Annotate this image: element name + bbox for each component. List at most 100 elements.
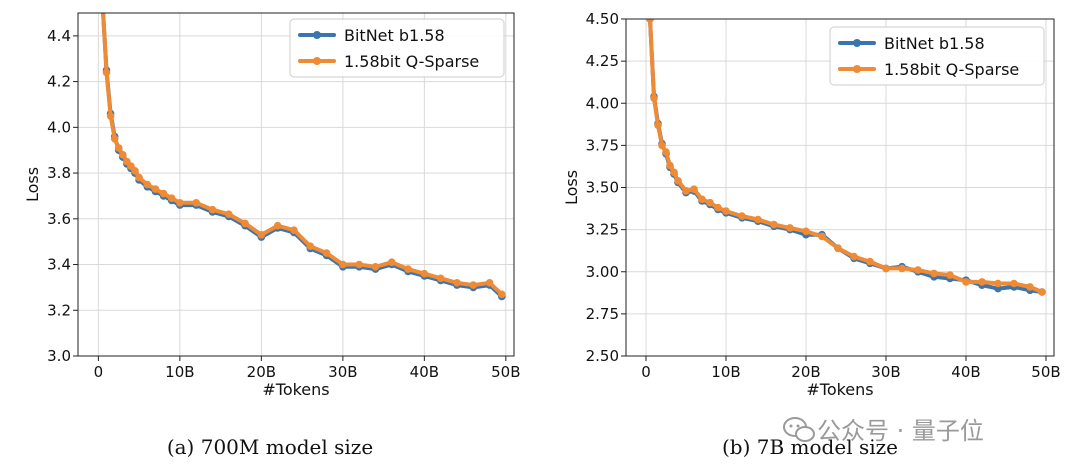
chart-700m: 0 10B 20B 30B 40B 50B 3.0 3.2 3.4 3.6 3.8 4.0 4.2 4.4… — [23, 0, 521, 459]
x-tick-label-2: 20B — [791, 363, 820, 381]
series-1-point-28 — [404, 265, 412, 273]
series-1-point-11 — [151, 185, 160, 193]
legend-marker-1 — [853, 65, 861, 73]
series-1-point-25 — [355, 260, 364, 269]
series-1-point-29 — [978, 278, 986, 286]
legend-marker-0 — [313, 31, 321, 39]
series-1-point-34 — [498, 290, 506, 299]
y-tick-label-5: 4.0 — [47, 118, 71, 136]
series-1-point-23 — [882, 264, 890, 273]
series-1-point-6 — [670, 168, 678, 177]
series-1-point-33 — [485, 279, 494, 287]
wechat-icon — [783, 417, 815, 442]
series-1-point-21 — [850, 252, 858, 261]
series-1-point-15 — [192, 199, 200, 207]
plot-frame — [77, 12, 515, 357]
y-tick-label-3: 3.6 — [47, 210, 71, 228]
series-1-point-25 — [914, 266, 922, 274]
legend: BitNet b1.58 1.58bit Q-Sparse — [289, 18, 505, 78]
series-1-point-5 — [119, 151, 127, 159]
series-1-point-3 — [110, 135, 119, 143]
series-1-point-4 — [662, 148, 670, 156]
legend-label-1: 1.58bit Q-Sparse — [884, 60, 1019, 79]
legend: BitNet b1.58 1.58bit Q-Sparse — [829, 26, 1045, 86]
series-1-point-10 — [698, 195, 706, 204]
series-1-point-21 — [290, 226, 298, 234]
series-1-point-24 — [339, 260, 347, 269]
series-1-point-15 — [754, 215, 762, 224]
series-1-point-12 — [159, 189, 168, 198]
series-1-point-24 — [898, 264, 906, 273]
series-1-point-8 — [682, 187, 690, 195]
series-1-point-1 — [102, 68, 111, 77]
series-1-point-4 — [114, 144, 123, 152]
x-axis-label: #Tokens — [262, 380, 329, 399]
series-1-point-26 — [371, 263, 380, 271]
series-1-point-17 — [225, 210, 233, 218]
series-1-point-10 — [143, 180, 152, 189]
series-1-point-18 — [241, 219, 249, 228]
series-1-point-31 — [453, 279, 461, 287]
series-1-point-13 — [722, 207, 730, 215]
y-tick-label-6: 4.2 — [47, 73, 71, 91]
y-tick-label-1: 2.75 — [586, 305, 619, 323]
x-tick-label-0: 0 — [641, 363, 651, 381]
legend-marker-0 — [853, 39, 861, 47]
y-tick-label-4: 3.50 — [586, 179, 619, 197]
series-0-point-0 — [99, 0, 107, 5]
legend-label-1: 1.58bit Q-Sparse — [344, 52, 479, 71]
y-tick-label-0: 2.50 — [586, 347, 619, 365]
series-1-point-0 — [646, 19, 654, 23]
legend-box — [289, 18, 505, 78]
x-tick-label-5: 50B — [1031, 363, 1060, 381]
series-1-point-20 — [273, 221, 282, 230]
series-1-point-9 — [135, 173, 143, 182]
series-1-point-30 — [994, 279, 1002, 288]
figure-caption: (a) 700M model size — [167, 435, 373, 459]
series-1-point-31 — [1010, 279, 1018, 288]
series-1-point-20 — [834, 244, 842, 252]
series-1-point-7 — [674, 177, 682, 185]
y-tick-label-3: 3.25 — [586, 221, 619, 239]
series-1-point-9 — [690, 185, 698, 193]
series-1-point-27 — [388, 258, 396, 267]
y-tick-label-7: 4.25 — [586, 52, 619, 70]
series-1-point-13 — [167, 194, 176, 202]
x-tick-label-1: 10B — [165, 363, 194, 381]
series-1-point-26 — [930, 269, 938, 278]
y-tick-label-1: 3.2 — [47, 301, 71, 319]
series-1-point-17 — [786, 224, 794, 232]
chart-7b: 0 10B 20B 30B 40B 50B 2.50 2.75 3.00 3.25 3.50 3.75… — [562, 10, 1061, 459]
series-1-point-30 — [436, 274, 445, 283]
y-tick-label-0: 3.0 — [47, 347, 71, 365]
x-tick-label-0: 0 — [94, 363, 104, 381]
x-tick-label-4: 40B — [951, 363, 980, 381]
series-1-point-19 — [257, 231, 266, 239]
series-1-point-14 — [738, 212, 746, 220]
series-1-point-2 — [106, 112, 115, 120]
legend-label-0: BitNet b1.58 — [344, 26, 445, 45]
y-tick-label-2: 3.00 — [586, 263, 619, 281]
series-1-point-14 — [176, 199, 184, 207]
x-tick-label-5: 50B — [491, 363, 520, 381]
series-group — [99, 0, 506, 301]
y-tick-label-4: 3.8 — [47, 164, 71, 182]
series-group — [646, 19, 1046, 296]
y-axis-label: Loss — [23, 167, 42, 202]
series-1-point-27 — [946, 271, 954, 279]
x-tick-label-3: 30B — [871, 363, 900, 381]
series-1-point-33 — [1038, 288, 1046, 296]
x-axis-label: #Tokens — [806, 380, 873, 399]
series-1-point-5 — [666, 161, 674, 170]
legend-label-0: BitNet b1.58 — [884, 34, 985, 53]
x-tick-label-3: 30B — [328, 363, 357, 381]
x-tick-label-1: 10B — [711, 363, 740, 381]
series-1-point-12 — [714, 203, 722, 212]
series-line-1 — [648, 19, 1044, 294]
y-tick-label-7: 4.4 — [47, 27, 71, 45]
series-1-point-16 — [770, 220, 778, 229]
legend-marker-1 — [313, 57, 321, 65]
series-1-point-11 — [706, 198, 714, 207]
series-1-point-32 — [469, 281, 478, 289]
